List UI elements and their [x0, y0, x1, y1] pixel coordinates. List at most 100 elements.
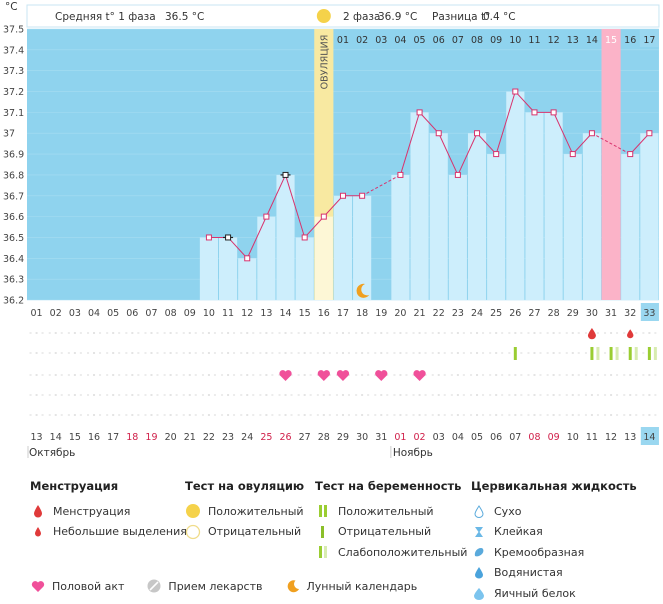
grid-dot	[527, 374, 530, 376]
grid-dot	[501, 332, 504, 334]
temperature-bar	[487, 154, 506, 300]
grid-dot	[73, 414, 76, 416]
grid-dot	[233, 352, 236, 354]
cycle-day-label: 03	[69, 308, 81, 319]
grid-dot	[284, 414, 287, 416]
grid-dot	[443, 394, 446, 396]
grid-dot	[303, 332, 306, 334]
grid-dot	[539, 352, 542, 354]
grid-dot	[508, 394, 511, 396]
temperature-bar	[563, 154, 582, 300]
grid-dot	[163, 332, 166, 334]
legend-label: Кремообразная	[494, 545, 585, 559]
grid-dot	[35, 352, 38, 354]
grid-dot	[604, 414, 607, 416]
grid-dot	[520, 414, 523, 416]
y-tick-label: 37.2	[3, 87, 24, 98]
grid-dot	[476, 394, 479, 396]
cycle-day-label: 32	[624, 308, 636, 319]
grid-dot	[539, 374, 542, 376]
temperature-point	[627, 151, 634, 158]
grid-dot	[169, 332, 172, 334]
grid-dot	[642, 374, 645, 376]
grid-dot	[623, 332, 626, 334]
grid-dot	[87, 352, 90, 354]
grid-dot	[482, 352, 485, 354]
grid-dot	[565, 394, 568, 396]
grid-dot	[175, 374, 178, 376]
small-discharge-drop-icon	[627, 329, 634, 339]
grid-dot	[399, 394, 402, 396]
grid-dot	[150, 414, 153, 416]
pregnancy-test-bar-faint	[615, 347, 619, 360]
grid-dot	[328, 374, 331, 376]
grid-dot	[144, 352, 147, 354]
grid-dot	[106, 352, 109, 354]
grid-dot	[470, 394, 473, 396]
temperature-line	[285, 174, 306, 238]
grid-dot	[79, 414, 82, 416]
grid-dot	[259, 414, 262, 416]
grid-dot	[137, 394, 140, 396]
y-tick-label: 36.9	[3, 150, 24, 161]
grid-dot	[470, 352, 473, 354]
grid-dot	[431, 352, 434, 354]
post-ovulation-day-label: 03	[375, 35, 387, 46]
calendar-date-label: 24	[241, 432, 253, 443]
temperature-bar	[640, 133, 659, 300]
grid-dot	[476, 414, 479, 416]
grid-dot	[648, 332, 651, 334]
calendar-date-label: 03	[433, 432, 445, 443]
temperature-gap-line	[361, 174, 401, 197]
grid-dot	[227, 394, 230, 396]
grid-dot	[355, 414, 358, 416]
temperature-point	[435, 130, 442, 137]
temperature-line	[419, 112, 440, 134]
legend-label: Положительный	[208, 504, 304, 518]
grid-dot	[156, 352, 159, 354]
cycle-day-label: 10	[203, 308, 215, 319]
grid-dot	[443, 414, 446, 416]
grid-dot	[577, 394, 580, 396]
post-ovulation-day-label: 17	[643, 35, 655, 46]
temperature-line	[304, 216, 325, 238]
grid-dot	[207, 352, 210, 354]
current-day-highlight	[640, 303, 659, 321]
grid-dot	[604, 332, 607, 334]
grid-dot	[654, 414, 657, 416]
pregnancy-test-bar-faint	[653, 347, 657, 360]
legend-menstruation-title: Менструация	[30, 479, 119, 493]
grid-dot	[207, 414, 210, 416]
grid-dot	[290, 352, 293, 354]
grid-dot	[508, 374, 511, 376]
legend-item-ovulation-positive: Положительный	[185, 501, 304, 522]
grid-dot	[610, 374, 613, 376]
grid-dot	[106, 394, 109, 396]
grid-dot	[590, 374, 593, 376]
grid-dot	[79, 352, 82, 354]
grid-dot	[514, 332, 517, 334]
temperature-line	[476, 132, 497, 155]
grid-dot	[424, 352, 427, 354]
grid-dot	[175, 394, 178, 396]
post-ovulation-day-label: 06	[433, 35, 445, 46]
grid-dot	[489, 374, 492, 376]
grid-dot	[462, 414, 465, 416]
temperature-point	[454, 171, 461, 178]
grid-dot	[54, 332, 57, 334]
grid-dot	[341, 414, 344, 416]
grid-dot	[112, 352, 115, 354]
single-bar-icon	[315, 524, 331, 540]
grid-dot	[604, 352, 607, 354]
legend-label-intercourse: Половой акт	[52, 579, 125, 593]
grid-dot	[144, 374, 147, 376]
grid-dot	[79, 394, 82, 396]
temperature-point	[646, 130, 653, 137]
grid-dot	[213, 374, 216, 376]
grid-dot	[106, 374, 109, 376]
grid-dot	[642, 332, 645, 334]
legend-label-medication: Прием лекарств	[168, 579, 263, 593]
grid-dot	[374, 352, 377, 354]
pregnancy-test-bar-faint	[596, 347, 600, 360]
grid-dot	[577, 352, 580, 354]
